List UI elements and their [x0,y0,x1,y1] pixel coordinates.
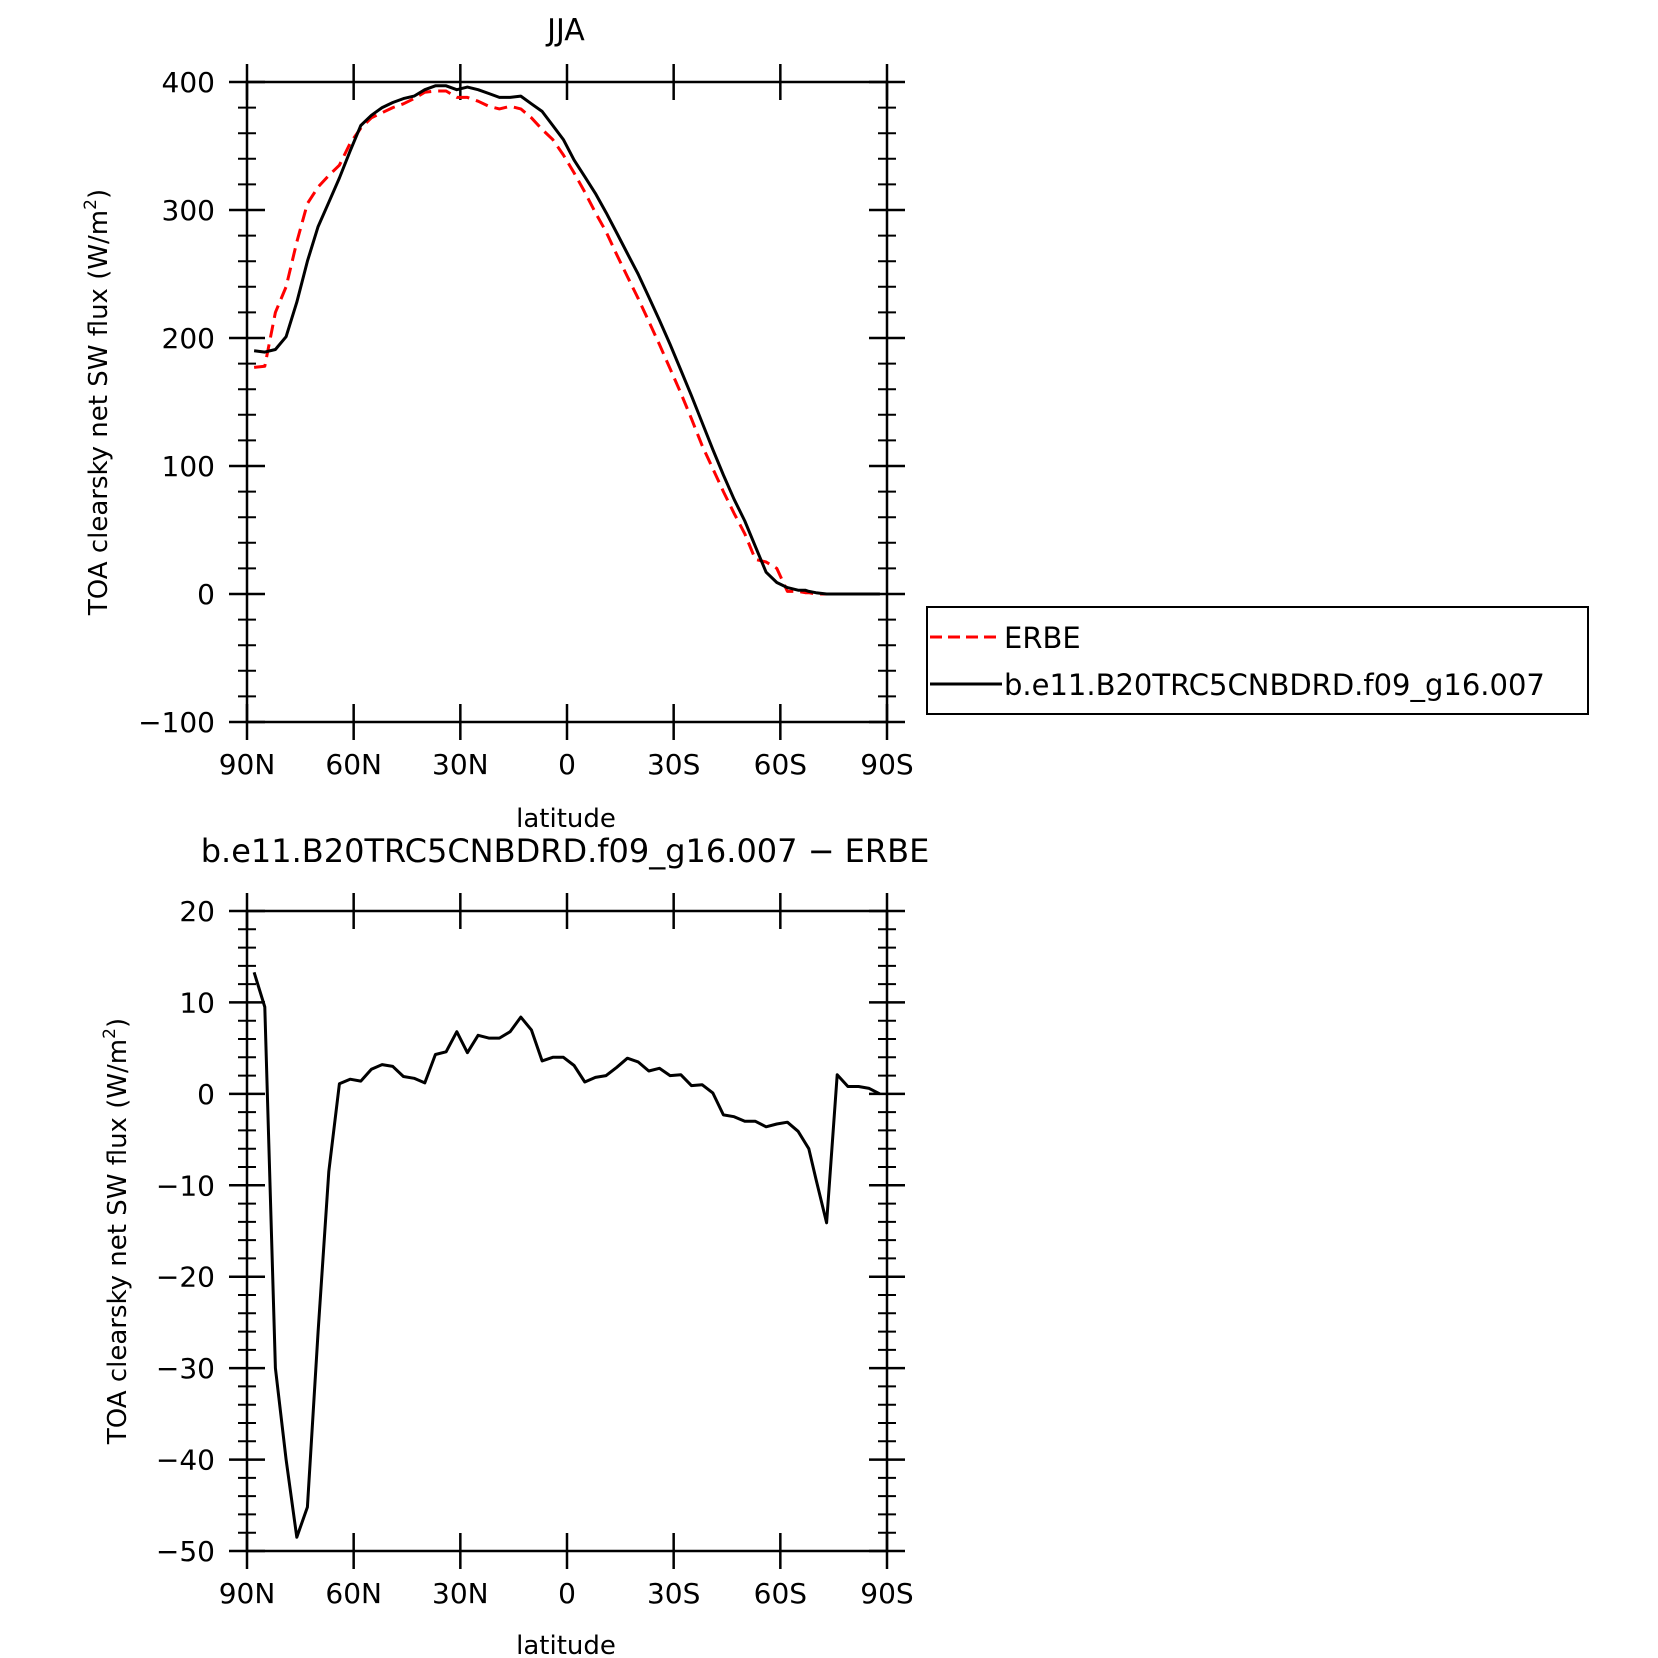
top-x-tick-label: 30N [432,748,489,781]
top-y-tick-label: −100 [138,706,215,739]
top-chart-title: JJA [545,13,585,48]
bottom-x-axis-ticks: 90N 60N 30N 0 30S 60S 90S [219,893,914,1610]
bottom-x-tick-label: 30N [432,1577,489,1610]
bottom-x-axis-label: latitude [516,1631,616,1658]
top-x-tick-label: 60N [325,748,382,781]
legend-label-erbe: ERBE [1004,621,1081,655]
bottom-chart: b.e11.B20TRC5CNBDRD.f09_g16.007 − ERBE −… [100,832,929,1658]
top-plot-frame [245,80,889,724]
bottom-x-tick-label: 90S [860,1577,913,1610]
bottom-x-tick-label: 0 [558,1577,576,1610]
top-x-tick-label: 90N [219,748,276,781]
top-y-axis-label-main: TOA clearsky net SW flux (W/m [84,210,114,616]
top-series-line-0 [253,89,880,596]
bottom-series-line-0 [252,971,881,1539]
top-y-tick-label: 200 [162,322,215,355]
bottom-y-axis-label-end: ) [103,1018,133,1028]
bottom-plot-border [245,909,889,1553]
top-y-tick-label: 100 [162,450,215,483]
bottom-y-tick-label: −10 [156,1169,215,1202]
top-y-axis-label-end: ) [84,189,114,199]
bottom-y-tick-label: 10 [179,986,215,1019]
bottom-y-tick-label: −30 [156,1352,215,1385]
top-plot-border [245,80,889,724]
bottom-x-tick-label: 30S [647,1577,700,1610]
top-y-axis-label: TOA clearsky net SW flux (W/m2) [81,189,114,616]
top-x-axis-ticks: 90N 60N 30N 0 30S 60S 90S [219,64,914,781]
bottom-y-axis-label-main: TOA clearsky net SW flux (W/m [103,1039,133,1445]
top-x-axis-label: latitude [516,804,616,834]
legend: ERBE b.e11.B20TRC5CNBDRD.f09_g16.007 [926,606,1589,715]
top-x-tick-label: 60S [754,748,807,781]
bottom-y-tick-label: 0 [197,1078,215,1111]
bottom-x-tick-label: 60S [754,1577,807,1610]
top-y-tick-label: 0 [197,578,215,611]
bottom-y-tick-label: 20 [179,895,215,928]
top-y-axis-ticks: −100 0 100 200 300 400 [138,66,905,739]
bottom-y-axis-label: TOA clearsky net SW flux (W/m2) [100,1018,133,1445]
bottom-x-tick-label: 60N [325,1577,382,1610]
bottom-chart-title: b.e11.B20TRC5CNBDRD.f09_g16.007 − ERBE [201,832,930,870]
top-y-tick-label: 400 [162,66,215,99]
bottom-y-axis-label-sup: 2 [100,1028,120,1039]
top-series-line-1 [253,84,880,596]
bottom-y-axis-ticks: −50 −40 −30 −20 −10 0 10 20 [156,895,905,1568]
legend-label-model: b.e11.B20TRC5CNBDRD.f09_g16.007 [1004,668,1545,702]
legend-box [926,606,1589,715]
bottom-plot-frame [245,909,889,1553]
top-chart-series [253,84,880,596]
bottom-y-tick-label: −50 [156,1535,215,1568]
bottom-y-tick-label: −20 [156,1261,215,1294]
bottom-y-tick-label: −40 [156,1444,215,1477]
top-x-tick-label: 90S [860,748,913,781]
top-y-axis-label-sup: 2 [81,199,101,210]
top-x-tick-label: 30S [647,748,700,781]
bottom-chart-series [252,971,881,1539]
top-y-tick-label: 300 [162,194,215,227]
top-x-tick-label: 0 [558,748,576,781]
bottom-x-tick-label: 90N [219,1577,276,1610]
